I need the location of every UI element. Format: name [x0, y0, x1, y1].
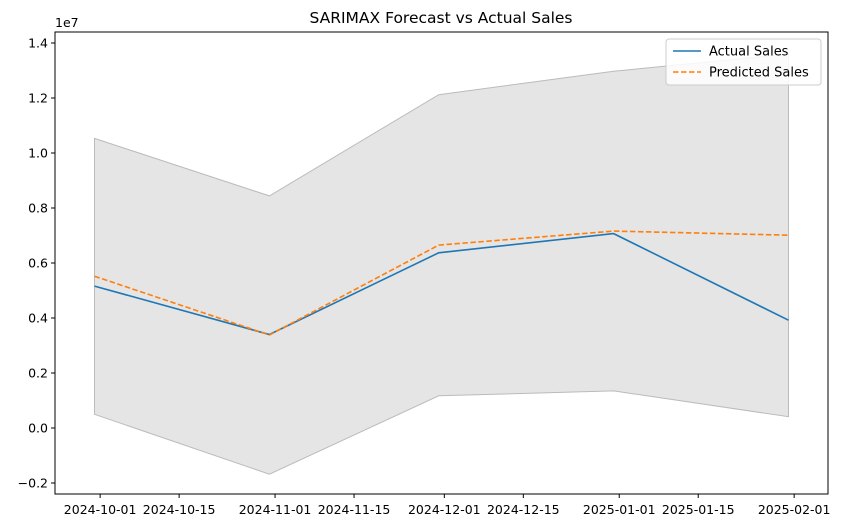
y-tick-label: 0.2	[28, 366, 48, 381]
x-tick-label: 2024-12-15	[487, 502, 560, 517]
y-tick-label: 0.6	[28, 256, 48, 271]
x-tick-label: 2024-11-15	[318, 502, 391, 517]
legend-label-1: Predicted Sales	[709, 66, 809, 81]
y-axis-ticks: −0.2 0.0 0.2 0.4 0.6 0.8 1.0 1.2 1.4	[18, 36, 55, 491]
y-tick-label: −0.2	[18, 476, 48, 491]
x-tick-label: 2024-11-01	[239, 502, 312, 517]
x-tick-label: 2025-01-01	[583, 502, 656, 517]
series-line-0	[94, 232, 789, 336]
x-axis-ticks: 2024-10-01 2024-10-15 2024-11-01 2024-11-15…	[64, 494, 831, 517]
chart-title: SARIMAX Forecast vs Actual Sales	[309, 9, 572, 27]
legend-box	[665, 38, 822, 86]
series-line-1	[94, 230, 789, 336]
x-tick-label: 2025-01-15	[662, 502, 735, 517]
x-tick-label: 2024-12-01	[408, 502, 481, 517]
y-tick-label: 0.0	[28, 421, 48, 436]
y-tick-label: 0.4	[28, 311, 48, 326]
series-lines	[94, 230, 789, 336]
x-tick-label: 2025-02-01	[758, 502, 831, 517]
y-tick-label: 0.8	[28, 201, 48, 216]
confidence-interval-band	[94, 53, 789, 475]
y-axis-offset-label: 1e7	[55, 15, 79, 30]
y-tick-label: 1.2	[28, 91, 48, 106]
x-tick-label: 2024-10-15	[143, 502, 216, 517]
y-tick-label: 1.4	[28, 36, 48, 51]
legend: Actual Sales Predicted Sales	[665, 38, 822, 86]
y-tick-label: 1.0	[28, 146, 48, 161]
x-tick-label: 2024-10-01	[64, 502, 137, 517]
legend-label-0: Actual Sales	[709, 45, 789, 60]
